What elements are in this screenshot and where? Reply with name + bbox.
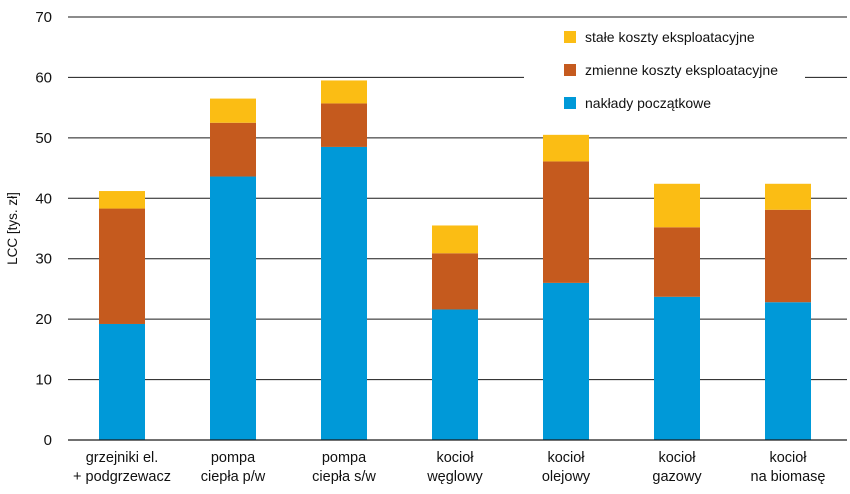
bar-segment [321,80,367,104]
bar-segment [99,191,145,209]
x-category-label: kocioł [769,450,807,466]
bar-segment [210,122,256,177]
x-category-label: olejowy [542,469,591,485]
bar-segment [99,208,145,324]
legend-swatch [564,31,576,43]
bar-segment [432,253,478,310]
bar-segment [765,209,811,303]
x-category-label: ciepła p/w [201,469,266,485]
y-tick-label: 50 [35,130,52,147]
y-tick-label: 30 [35,251,52,268]
bar-segment [654,296,700,440]
bar-segment [210,98,256,123]
legend-swatch [564,64,576,76]
bar-segment [99,323,145,440]
bar-segment [210,176,256,440]
x-category-label: ciepła s/w [312,469,376,485]
bar-segment [654,227,700,297]
bar-segment [765,302,811,440]
bar-segment [321,146,367,440]
y-axis-title: LCC [tys. zł] [5,192,20,265]
legend: stałe koszty eksploatacyjne zmienne koszt… [524,22,805,130]
bar-segment [432,309,478,440]
bar-segment [543,282,589,440]
bar-segment [543,161,589,283]
x-category-label: grzejniki el. [86,450,159,466]
x-category-label: kocioł [658,450,696,466]
x-category-label: na biomasę [751,469,826,485]
legend-label: stałe koszty eksploatacyjne [585,29,755,45]
x-category-label: pompa [211,450,256,466]
y-tick-label: 70 [35,9,52,26]
bar-segment [654,183,700,228]
axes: 0 10 20 30 40 50 60 70 LCC [tys. zł] grzejniki el… [5,9,847,485]
legend-label: zmienne koszty eksploatacyjne [585,62,778,78]
bar-segment [432,225,478,254]
x-category-label: kocioł [547,450,585,466]
y-tick-label: 40 [35,190,52,207]
y-tick-label: 0 [44,432,52,449]
bar-segment [321,103,367,147]
x-category-label: + podgrzewacz [73,469,171,485]
bar-segment [543,134,589,162]
x-category-label: pompa [322,450,367,466]
y-tick-label: 10 [35,372,52,389]
x-category-label: gazowy [652,469,702,485]
legend-label: nakłady początkowe [585,95,711,111]
y-tick-label: 60 [35,69,52,86]
x-category-label: węglowy [426,469,483,485]
bars [99,80,811,440]
x-category-label: kocioł [436,450,474,466]
legend-swatch [564,97,576,109]
y-tick-label: 20 [35,311,52,328]
bar-segment [765,183,811,210]
